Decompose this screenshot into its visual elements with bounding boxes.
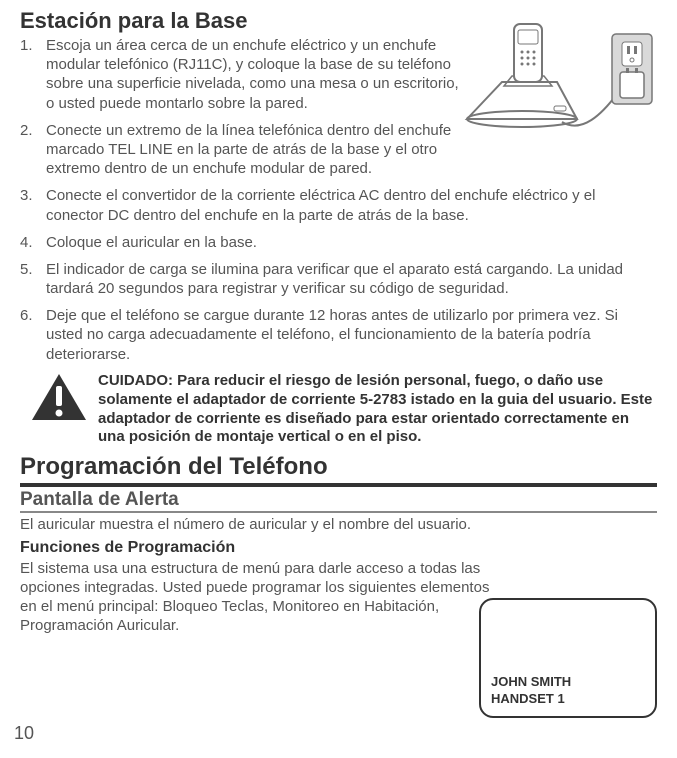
- funcs-body: El sistema usa una estructura de menú pa…: [20, 559, 490, 636]
- step-item: Deje que el teléfono se cargue durante 1…: [20, 306, 657, 364]
- display-line-2: HANDSET 1: [491, 691, 645, 708]
- step-item: Escoja un área cerca de un enchufe eléct…: [20, 36, 470, 113]
- funcs-title: Funciones de Programación: [20, 539, 657, 557]
- step-item: Coloque el auricular en la base.: [20, 233, 657, 252]
- subtitle-alerta: Pantalla de Alerta: [20, 489, 657, 511]
- step-item: El indicador de carga se ilumina para ve…: [20, 260, 657, 298]
- alerta-body: El auricular muestra el número de auricu…: [20, 515, 657, 534]
- caution-block: CUIDADO: Para reducir el riesgo de lesió…: [20, 372, 657, 448]
- caution-text: CUIDADO: Para reducir el riesgo de lesió…: [98, 372, 657, 448]
- divider-thin: [20, 511, 657, 513]
- display-line-1: JOHN SMITH: [491, 674, 645, 691]
- section-title-programming: Programación del Teléfono: [20, 453, 657, 481]
- step-item: Conecte un extremo de la línea telefónic…: [20, 121, 470, 179]
- divider-thick: [20, 483, 657, 487]
- step-item: Conecte el convertidor de la corriente e…: [20, 186, 657, 224]
- base-station-illustration: [462, 14, 657, 144]
- handset-display-illustration: JOHN SMITH HANDSET 1: [479, 598, 657, 718]
- page-number: 10: [14, 723, 34, 744]
- warning-icon: [30, 372, 88, 424]
